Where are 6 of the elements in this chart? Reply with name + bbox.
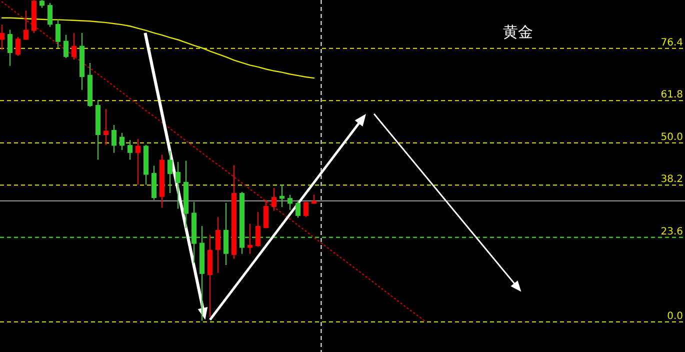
y-tick-label: 23.6: [660, 226, 683, 238]
y-tick-label: 38.2: [660, 174, 683, 186]
y-tick-label: 0.0: [667, 310, 683, 322]
y-tick-label: 76.4: [660, 37, 683, 48]
y-tick-label: 61.8: [660, 90, 683, 101]
y-tick-label: 50.0: [660, 132, 683, 143]
